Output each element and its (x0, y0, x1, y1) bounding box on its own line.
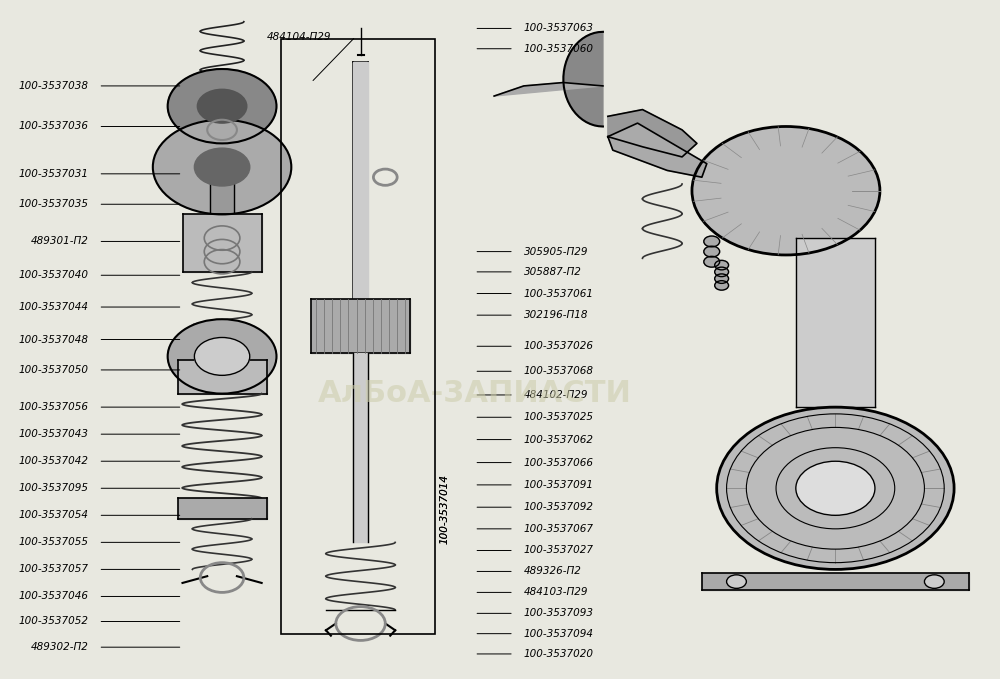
Text: 100-3537057: 100-3537057 (19, 564, 89, 574)
FancyBboxPatch shape (183, 215, 262, 272)
Text: 100-3537063: 100-3537063 (524, 24, 594, 33)
Circle shape (704, 236, 720, 247)
Circle shape (168, 319, 276, 394)
Text: 484104-П29: 484104-П29 (267, 31, 331, 41)
Text: 489302-П2: 489302-П2 (31, 642, 89, 653)
Circle shape (727, 575, 746, 588)
Circle shape (717, 407, 954, 570)
Polygon shape (494, 83, 603, 96)
Circle shape (194, 337, 250, 375)
Text: 100-3537014: 100-3537014 (440, 473, 450, 544)
Text: 100-3537060: 100-3537060 (524, 43, 594, 54)
Text: 100-3537027: 100-3537027 (524, 545, 594, 555)
Polygon shape (563, 32, 603, 126)
Text: 100-3537038: 100-3537038 (19, 81, 89, 91)
Circle shape (924, 575, 944, 588)
Text: 100-3537040: 100-3537040 (19, 270, 89, 280)
Text: 100-3537055: 100-3537055 (19, 537, 89, 547)
Text: 100-3537092: 100-3537092 (524, 502, 594, 512)
Circle shape (197, 90, 247, 123)
Text: 100-3537026: 100-3537026 (524, 342, 594, 351)
Text: 484102-П29: 484102-П29 (524, 390, 588, 400)
FancyBboxPatch shape (178, 360, 267, 394)
Text: 489301-П2: 489301-П2 (31, 236, 89, 246)
FancyBboxPatch shape (353, 62, 368, 299)
Circle shape (704, 257, 720, 267)
Circle shape (153, 120, 291, 215)
Circle shape (704, 246, 720, 257)
Circle shape (715, 267, 729, 276)
Text: 305887-П2: 305887-П2 (524, 267, 582, 277)
Circle shape (715, 274, 729, 283)
Text: АлБоА-3АПИАСТИ: АлБоА-3АПИАСТИ (317, 379, 631, 408)
FancyBboxPatch shape (353, 353, 368, 543)
FancyBboxPatch shape (210, 170, 234, 215)
Text: 100-3537048: 100-3537048 (19, 335, 89, 344)
Text: 100-3537094: 100-3537094 (524, 629, 594, 639)
Text: 100-3537014: 100-3537014 (440, 473, 450, 544)
Text: 100-3537025: 100-3537025 (524, 412, 594, 422)
Text: 100-3537095: 100-3537095 (19, 483, 89, 493)
Text: 100-3537054: 100-3537054 (19, 511, 89, 520)
Circle shape (796, 461, 875, 515)
Text: 100-3537042: 100-3537042 (19, 456, 89, 466)
Circle shape (168, 69, 276, 143)
Circle shape (692, 126, 880, 255)
Text: 305905-П29: 305905-П29 (524, 246, 588, 257)
Text: 489326-П2: 489326-П2 (524, 566, 582, 576)
Polygon shape (608, 109, 697, 157)
Text: 100-3537091: 100-3537091 (524, 480, 594, 490)
Circle shape (194, 148, 250, 186)
Text: 100-3537093: 100-3537093 (524, 608, 594, 619)
Text: 100-3537046: 100-3537046 (19, 591, 89, 602)
Text: 100-3537067: 100-3537067 (524, 524, 594, 534)
Text: 100-3537043: 100-3537043 (19, 429, 89, 439)
Text: 100-3537061: 100-3537061 (524, 289, 594, 299)
Text: 100-3537020: 100-3537020 (524, 649, 594, 659)
Text: 100-3537066: 100-3537066 (524, 458, 594, 468)
Text: 100-3537052: 100-3537052 (19, 617, 89, 627)
Text: 100-3537062: 100-3537062 (524, 435, 594, 445)
Text: 100-3537031: 100-3537031 (19, 169, 89, 179)
Text: 100-3537056: 100-3537056 (19, 402, 89, 412)
Circle shape (715, 260, 729, 270)
FancyBboxPatch shape (702, 573, 969, 589)
FancyBboxPatch shape (796, 238, 875, 407)
Polygon shape (608, 123, 707, 177)
Text: 100-3537035: 100-3537035 (19, 199, 89, 209)
Text: 484103-П29: 484103-П29 (524, 587, 588, 598)
FancyBboxPatch shape (311, 299, 410, 353)
Text: 100-3537036: 100-3537036 (19, 122, 89, 132)
Text: 100-3537050: 100-3537050 (19, 365, 89, 375)
Text: 302196-П18: 302196-П18 (524, 310, 588, 320)
Text: 100-3537044: 100-3537044 (19, 302, 89, 312)
FancyBboxPatch shape (178, 498, 267, 519)
Text: 100-3537068: 100-3537068 (524, 366, 594, 376)
Circle shape (715, 280, 729, 290)
